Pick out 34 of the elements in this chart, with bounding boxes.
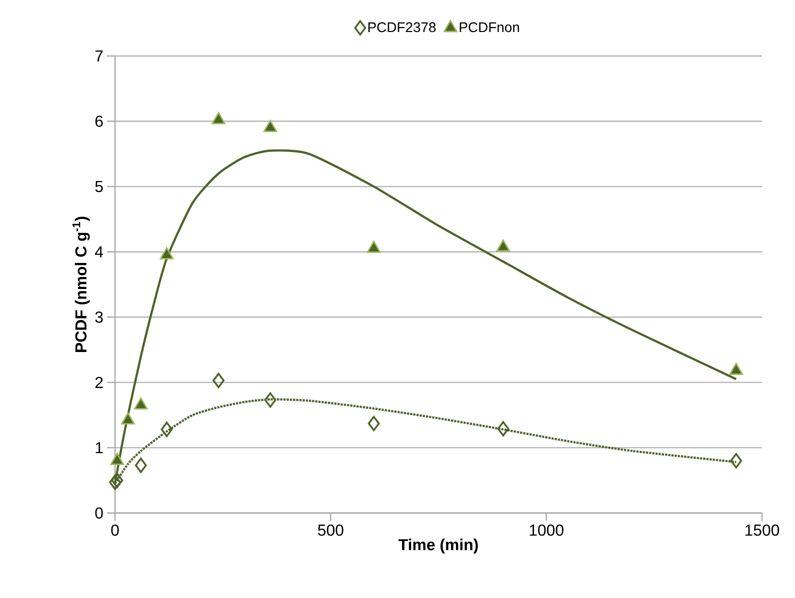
y-tick-label: 0: [95, 507, 103, 519]
point: [134, 397, 148, 410]
y-tick-label: 2: [95, 376, 103, 388]
point: [160, 247, 174, 260]
point: [368, 416, 380, 432]
y-tick-label: 5: [95, 180, 103, 192]
x-tick-label: 500: [318, 524, 344, 536]
legend-label: PCDF2378: [368, 22, 436, 32]
point: [263, 120, 278, 132]
point: [264, 392, 276, 408]
point: [110, 452, 124, 466]
point: [497, 421, 510, 436]
point: [729, 362, 744, 375]
point: [730, 453, 742, 468]
point: [496, 239, 510, 252]
y-tick-label: 4: [94, 246, 104, 258]
y-tick-label: 1: [96, 442, 103, 454]
y-tick-label: 3: [95, 311, 103, 323]
x-tick-label: 1500: [745, 524, 780, 536]
x-axis-title: Time (min): [398, 538, 478, 554]
point: [121, 412, 135, 425]
legend-label: PCDFnon: [460, 22, 520, 32]
y-tick-label: 7: [95, 50, 103, 62]
point: [212, 372, 225, 388]
x-tick-label: 0: [111, 524, 119, 536]
point: [160, 422, 173, 438]
point: [134, 458, 147, 473]
point: [111, 472, 124, 488]
point: [109, 474, 121, 490]
point: [366, 240, 381, 253]
y-axis-title: PCDF (nmol C g$^{-1}$): [72, 216, 90, 352]
point: [212, 112, 226, 124]
x-tick-label: 1000: [530, 524, 564, 536]
y-tick-label: 6: [95, 116, 103, 127]
